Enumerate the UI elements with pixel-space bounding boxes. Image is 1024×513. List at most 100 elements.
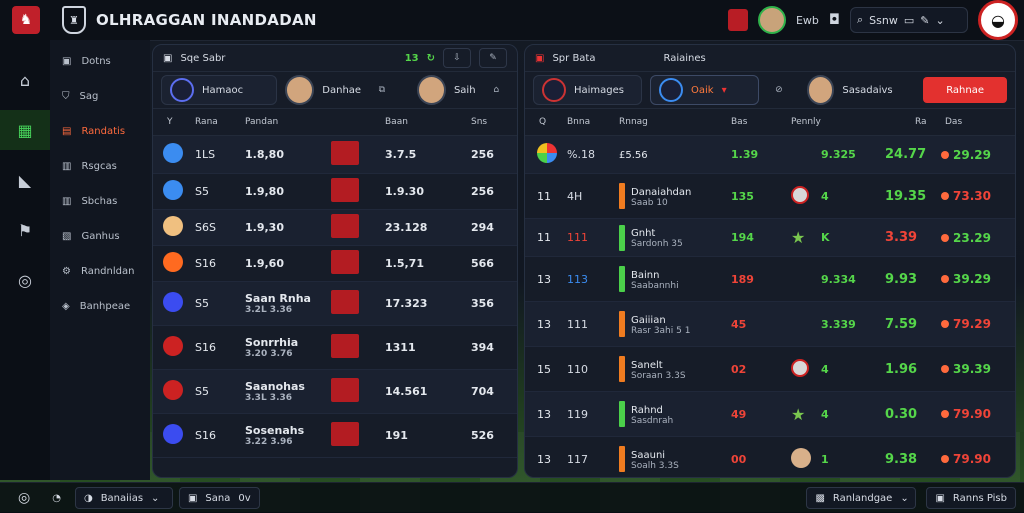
- action-button[interactable]: Rahnae: [923, 77, 1007, 103]
- user-avatar[interactable]: [757, 6, 786, 34]
- view-select[interactable]: ▩ Ranlandgae ⌄: [806, 487, 917, 509]
- player-avatar[interactable]: [416, 75, 446, 105]
- house-icon[interactable]: ⌂: [19, 70, 31, 90]
- name-cell: £5.56: [613, 148, 725, 161]
- ball-icon[interactable]: ◎: [18, 270, 32, 290]
- table-row[interactable]: S6S 1.9,30 23.128 294: [153, 210, 517, 246]
- club-crest-icon: [163, 336, 183, 356]
- boot-icon[interactable]: ◣: [18, 170, 32, 190]
- column-header[interactable]: Rnnag: [619, 117, 648, 127]
- copy-button[interactable]: ⧉: [378, 85, 386, 95]
- chat-icon[interactable]: ◘: [828, 12, 840, 28]
- team-chip[interactable]: Haimages: [533, 75, 643, 105]
- refresh-icon[interactable]: ↻: [426, 52, 435, 64]
- table-row[interactable]: S5 1.9,80 1.9.30 256: [153, 174, 517, 210]
- table-row[interactable]: 1LS 1.8,80 3.7.5 256: [153, 136, 517, 174]
- table-row[interactable]: S16 1.9,60 1.5,71 566: [153, 246, 517, 282]
- table-row[interactable]: 13 113 Bainn Saabannhi 189 9.334 9.93 39.29: [525, 257, 1015, 302]
- sidebar-item-rsgcas[interactable]: ▥ Rsgcas: [50, 149, 150, 184]
- player-sub: 3.2L 3.36: [245, 305, 293, 315]
- sidebar-item-ganhus[interactable]: ▧ Ganhus: [50, 219, 150, 254]
- table-row[interactable]: 13 119 Rahnd Sasdnrah 49 ★ 4 0.30 79.90: [525, 392, 1015, 437]
- table-row[interactable]: 15 110 Sanelt Soraan 3.3S 02 4 1.96 39.39: [525, 347, 1015, 392]
- club-logo[interactable]: ♞: [12, 6, 40, 34]
- sidebar-item-label: Sag: [79, 91, 99, 102]
- form-bar: [619, 224, 625, 251]
- player-photo[interactable]: [331, 334, 359, 358]
- table-row[interactable]: 13 111 Gaiiian Rasr 3ahi 5 1 45 3.339 7.59 79.2…: [525, 302, 1015, 347]
- total-value: 79.90: [953, 452, 991, 466]
- value-cell: 1.9,30: [239, 221, 325, 234]
- column-header[interactable]: Q: [539, 117, 547, 127]
- image-icon: ▧: [62, 231, 72, 242]
- rating-cell: 1.96: [885, 361, 918, 377]
- table-row[interactable]: 11 111 Gnht Sardonh 35 194 ★ K 3.39 23.29: [525, 219, 1015, 257]
- team-chip[interactable]: Hamaoc: [161, 75, 277, 105]
- rank-cell: S16: [195, 429, 216, 442]
- column-header[interactable]: Baan: [385, 117, 408, 127]
- sidebar-item-label: Dotns: [81, 56, 111, 67]
- table-row[interactable]: S16 Sosenahs 3.22 3.96 191 526: [153, 414, 517, 458]
- club-chip[interactable]: Oaik ▾: [650, 75, 760, 105]
- save-value: 0v: [238, 492, 251, 504]
- player-photo[interactable]: [331, 214, 359, 238]
- sidebar-item-sag[interactable]: ⛉ Sag: [50, 79, 150, 114]
- manager-avatar[interactable]: [284, 75, 315, 105]
- value-cell: 1.9,80: [239, 185, 325, 198]
- settings-icon[interactable]: ◎: [18, 490, 31, 506]
- sidebar-item-randatis[interactable]: ▤ Randatis: [50, 114, 150, 149]
- column-header[interactable]: Das: [945, 117, 963, 127]
- edit-button[interactable]: ✎: [479, 48, 507, 68]
- sidebar-item-sbchas[interactable]: ▥ Sbchas: [50, 184, 150, 219]
- player-sub: Rasr 3ahi 5 1: [631, 325, 691, 336]
- shield-icon[interactable]: ♜: [62, 6, 86, 34]
- profile-avatar[interactable]: ◒: [978, 0, 1018, 40]
- table-row[interactable]: %.18 £5.56 1.39 9.325 24.77 29.29: [525, 136, 1015, 174]
- table-row[interactable]: 13 117 Saauni Soalh 3.3S 00 1 9.38 79.90: [525, 437, 1015, 477]
- flag-icon[interactable]: ⚑: [17, 220, 33, 240]
- column-header[interactable]: Pandan: [245, 117, 279, 127]
- name-cell: Saauni Soalh 3.3S: [613, 446, 725, 472]
- column-header[interactable]: Pennly: [791, 117, 821, 127]
- table-row[interactable]: S5 Saanohas 3.3L 3.36 14.561 704: [153, 370, 517, 414]
- column-header[interactable]: Ra: [915, 117, 927, 127]
- player-avatar[interactable]: [806, 75, 835, 105]
- continue-button[interactable]: ▣ Ranns Pisb: [926, 487, 1016, 509]
- tactics-icon[interactable]: ◔: [52, 492, 61, 504]
- club-crest-icon: [537, 143, 557, 163]
- pitch-icon[interactable]: ▦: [0, 110, 50, 150]
- score-cell: 191: [385, 429, 408, 442]
- club-badge-icon[interactable]: [727, 9, 748, 31]
- total-cell: 79.90: [935, 452, 1005, 466]
- player-photo[interactable]: [331, 290, 359, 314]
- team-crest-icon: [170, 78, 194, 102]
- link-button[interactable]: ⊘: [775, 85, 783, 95]
- player-photo[interactable]: [331, 422, 359, 446]
- player-photo[interactable]: [331, 141, 359, 165]
- rating-cell: 7.59: [885, 316, 918, 332]
- name-cell: Rahnd Sasdnrah: [613, 401, 725, 427]
- player-photo[interactable]: [331, 378, 359, 402]
- sidebar-item-randnldan[interactable]: ⚙ Randnldan: [50, 254, 150, 289]
- table-row[interactable]: S16 Sonrrhia 3.20 3.76 1311 394: [153, 326, 517, 370]
- player-photo[interactable]: [331, 250, 359, 274]
- table-row[interactable]: 11 4H Danaiahdan Saab 10 135 4 19.35 73.30: [525, 174, 1015, 219]
- value-text: 1.9,30: [245, 221, 284, 234]
- column-header[interactable]: Y: [167, 117, 173, 127]
- share-button[interactable]: ⌂: [493, 85, 500, 95]
- status-select[interactable]: ◑ Banaiias ⌄: [74, 487, 173, 509]
- value-text: 1.9,80: [245, 185, 284, 198]
- search-box[interactable]: ⌕ Ssnw ▭ ✎ ⌄: [850, 7, 968, 33]
- sidebar-item-dotns[interactable]: ▣ Dotns: [50, 44, 150, 79]
- table-row[interactable]: S5 Saan Rnha 3.2L 3.36 17.323 356: [153, 282, 517, 326]
- column-header[interactable]: Bas: [731, 117, 748, 127]
- squad-panel: ▣ Sqe Sabr 13 ↻ ⇩ ✎ Hamaoc Danhae ⧉ Saih…: [152, 44, 518, 478]
- sidebar-item-banhpeae[interactable]: ◈ Banhpeae: [50, 289, 150, 324]
- column-header[interactable]: Bnna: [567, 117, 591, 127]
- filter-button[interactable]: ⇩: [443, 48, 471, 68]
- column-header[interactable]: Sns: [471, 117, 488, 127]
- save-label: Sana: [205, 492, 231, 504]
- column-header[interactable]: Rana: [195, 117, 218, 127]
- save-select[interactable]: ▣ Sana 0v: [178, 487, 260, 509]
- player-photo[interactable]: [331, 178, 359, 202]
